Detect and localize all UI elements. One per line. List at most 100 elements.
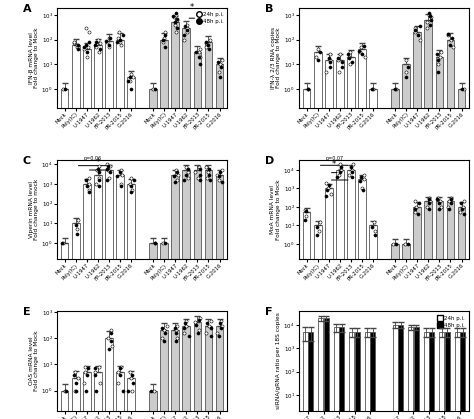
Point [82, 387, 90, 394]
Point [126, 74, 134, 80]
Point [337, 168, 344, 175]
Point [115, 34, 122, 41]
Bar [116, 372, 124, 419]
Point [72, 369, 79, 375]
Point [402, 68, 410, 75]
Point [426, 196, 433, 203]
Text: *: * [337, 168, 342, 177]
Point [173, 329, 180, 336]
Point [426, 11, 433, 18]
Bar [182, 28, 190, 419]
Point [96, 183, 103, 189]
Point [437, 198, 444, 204]
Point [128, 85, 135, 92]
Point [446, 41, 453, 48]
Point [194, 175, 202, 181]
Bar [72, 223, 80, 419]
Point [404, 63, 412, 70]
Point [171, 179, 178, 186]
Bar [309, 332, 313, 419]
Point [206, 36, 214, 43]
Point [83, 183, 91, 189]
Point [161, 32, 168, 39]
Point [151, 240, 158, 246]
Point [172, 327, 180, 334]
Point [401, 241, 409, 247]
Point [74, 41, 82, 48]
Point [96, 379, 104, 386]
Point [191, 319, 199, 326]
Point [305, 85, 312, 92]
Point [207, 333, 215, 339]
Bar [436, 201, 443, 419]
Point [74, 217, 82, 223]
Point [81, 364, 89, 370]
Point [170, 13, 177, 19]
Bar [391, 244, 399, 419]
Bar [370, 332, 375, 419]
Point [172, 324, 179, 331]
Point [96, 364, 103, 370]
Point [412, 204, 420, 210]
Point [427, 17, 434, 24]
Point [108, 337, 115, 344]
Point [92, 387, 100, 394]
Point [114, 173, 121, 179]
Bar [424, 332, 428, 419]
Point [312, 53, 319, 60]
Point [172, 11, 180, 18]
Bar [457, 207, 465, 419]
Point [172, 167, 180, 173]
Point [346, 49, 354, 56]
Point [348, 168, 356, 175]
Point [70, 371, 78, 378]
Point [426, 21, 433, 28]
Point [104, 167, 112, 173]
Point [314, 46, 322, 53]
Point [59, 85, 67, 92]
Point [196, 177, 204, 184]
Point [119, 387, 127, 394]
Point [346, 172, 353, 179]
Point [171, 14, 178, 21]
Point [337, 163, 345, 170]
Point [358, 51, 366, 58]
Point [182, 23, 189, 29]
Point [447, 36, 455, 43]
Point [391, 85, 399, 92]
Point [326, 182, 333, 189]
Point [448, 35, 456, 42]
Point [205, 171, 212, 178]
Point [162, 240, 169, 246]
Point [218, 324, 225, 331]
Bar [324, 318, 329, 419]
Point [85, 189, 92, 195]
Bar [149, 243, 157, 419]
Point [215, 333, 222, 339]
Bar [205, 42, 212, 419]
Point [345, 53, 353, 60]
Text: *: * [190, 3, 194, 12]
Point [326, 63, 334, 70]
Point [425, 194, 433, 201]
Point [114, 369, 122, 375]
Bar [205, 170, 212, 419]
Point [173, 335, 181, 341]
Point [425, 205, 432, 212]
Point [96, 40, 104, 47]
Bar [355, 332, 360, 419]
Point [202, 40, 210, 47]
Point [326, 57, 334, 63]
Bar [160, 243, 168, 419]
Point [392, 85, 400, 92]
Point [196, 46, 204, 53]
Point [91, 41, 99, 48]
Point [173, 10, 180, 16]
Bar [205, 326, 212, 419]
Point [102, 37, 110, 44]
Point [360, 43, 368, 49]
Bar [83, 49, 91, 419]
Point [359, 187, 367, 194]
Point [411, 29, 419, 36]
Bar [334, 327, 339, 419]
